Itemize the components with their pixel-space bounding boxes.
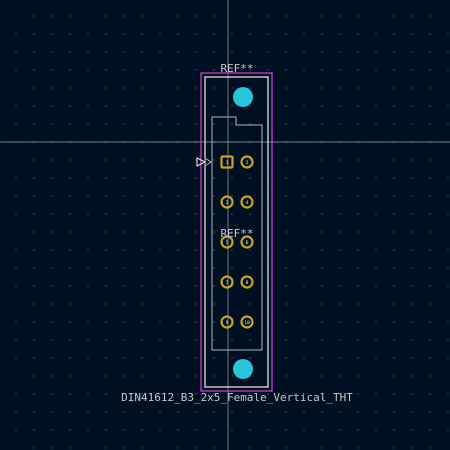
- silkscreen-outline[interactable]: [204, 76, 269, 388]
- footprint-value-label[interactable]: DIN41612_B3_2x5_Female_Vertical_THT: [121, 391, 353, 404]
- pad-number-label: 5: [226, 240, 229, 246]
- pad-number-label: 2: [246, 160, 249, 166]
- pad-5[interactable]: [220, 235, 234, 249]
- pad-number-label: 1: [226, 160, 229, 166]
- pad-1[interactable]: [220, 155, 234, 169]
- pad-7[interactable]: [220, 275, 234, 289]
- pin1-fab-marker-icon: [204, 157, 212, 167]
- pad-3[interactable]: [220, 195, 234, 209]
- reference-top-label[interactable]: REF**: [220, 62, 253, 75]
- pad-number-label: 7: [226, 280, 229, 286]
- reference-center-label[interactable]: REF**: [220, 227, 253, 240]
- pin1-marker-icon: [196, 157, 207, 167]
- fab-outline[interactable]: [211, 116, 263, 351]
- pad-number-label: 10: [244, 320, 250, 326]
- pad-number-label: 3: [226, 200, 229, 206]
- pads: 1 2 3 4 5 6 7 8 9 10: [220, 155, 254, 329]
- pad-4[interactable]: [240, 195, 254, 209]
- pad-6[interactable]: [240, 235, 254, 249]
- pad-8[interactable]: [240, 275, 254, 289]
- courtyard-outline[interactable]: [200, 72, 273, 392]
- pad-number-label: 6: [246, 240, 249, 246]
- pad-10[interactable]: [240, 315, 254, 329]
- pad-number-label: 9: [226, 320, 229, 326]
- pad-2[interactable]: [240, 155, 254, 169]
- mounting-hole-top[interactable]: [233, 87, 253, 107]
- pad-number-label: 4: [246, 200, 249, 206]
- pad-number-label: 8: [246, 280, 249, 286]
- pad-9[interactable]: [220, 315, 234, 329]
- mounting-hole-bottom[interactable]: [233, 359, 253, 379]
